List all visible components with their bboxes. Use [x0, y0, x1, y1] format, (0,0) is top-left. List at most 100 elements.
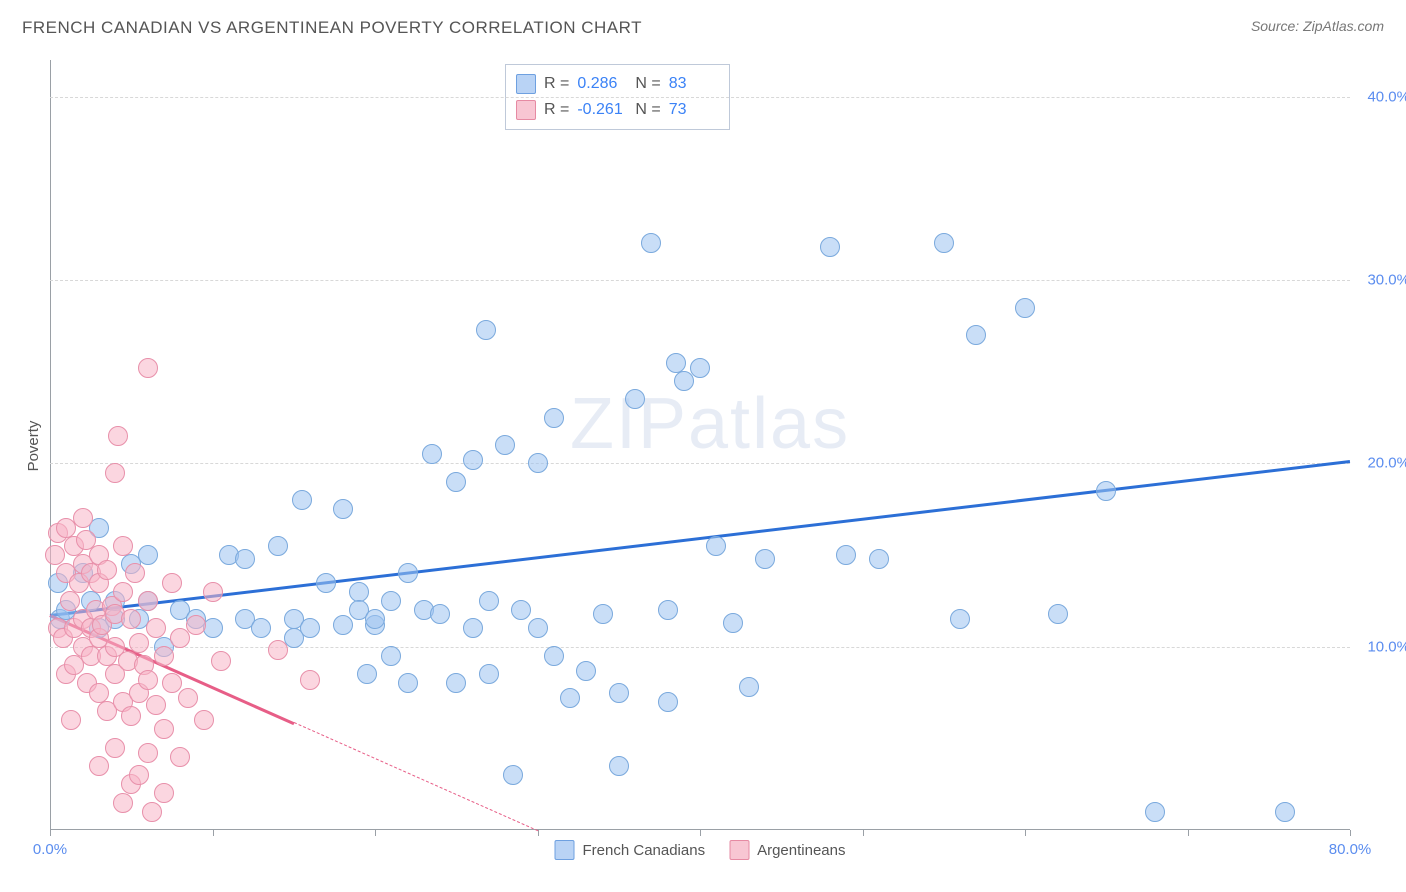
data-point	[658, 692, 678, 712]
data-point	[170, 747, 190, 767]
data-point	[97, 560, 117, 580]
data-point	[121, 706, 141, 726]
data-point	[1015, 298, 1035, 318]
data-point	[113, 582, 133, 602]
data-point	[1275, 802, 1295, 822]
data-point	[129, 765, 149, 785]
data-point	[61, 710, 81, 730]
x-tick	[700, 830, 701, 836]
data-point	[203, 582, 223, 602]
data-point	[105, 738, 125, 758]
y-tick-label: 40.0%	[1355, 88, 1406, 105]
data-point	[544, 408, 564, 428]
data-point	[268, 640, 288, 660]
n-value: 83	[669, 71, 719, 97]
data-point	[357, 664, 377, 684]
data-point	[121, 609, 141, 629]
data-point	[146, 618, 166, 638]
source-prefix: Source:	[1251, 18, 1303, 34]
data-point	[381, 646, 401, 666]
data-point	[934, 233, 954, 253]
data-point	[706, 536, 726, 556]
data-point	[105, 463, 125, 483]
data-point	[365, 609, 385, 629]
n-value: 73	[669, 97, 719, 123]
data-point	[125, 563, 145, 583]
data-point	[349, 582, 369, 602]
n-label: N =	[635, 71, 660, 97]
data-point	[138, 591, 158, 611]
chart-header: FRENCH CANADIAN VS ARGENTINEAN POVERTY C…	[22, 18, 1384, 48]
data-point	[723, 613, 743, 633]
data-point	[162, 673, 182, 693]
data-point	[609, 756, 629, 776]
legend-swatch	[729, 840, 749, 860]
scatter-plot: ZIPatlas R =0.286N =83R =-0.261N =73 Fre…	[50, 60, 1350, 830]
r-value: -0.261	[577, 97, 627, 123]
trend-line-extrapolated	[294, 722, 538, 831]
data-point	[398, 563, 418, 583]
data-point	[45, 545, 65, 565]
data-point	[142, 802, 162, 822]
data-point	[154, 646, 174, 666]
data-point	[154, 783, 174, 803]
data-point	[641, 233, 661, 253]
data-point	[479, 591, 499, 611]
data-point	[170, 628, 190, 648]
data-point	[446, 472, 466, 492]
data-point	[1096, 481, 1116, 501]
data-point	[463, 618, 483, 638]
r-label: R =	[544, 97, 569, 123]
data-point	[251, 618, 271, 638]
data-point	[593, 604, 613, 624]
data-point	[300, 670, 320, 690]
data-point	[138, 545, 158, 565]
legend-swatch	[516, 74, 536, 94]
grid-line	[50, 280, 1350, 281]
chart-source: Source: ZipAtlas.com	[1251, 18, 1384, 34]
grid-line	[50, 463, 1350, 464]
data-point	[113, 793, 133, 813]
n-label: N =	[635, 97, 660, 123]
y-axis-title: Poverty	[25, 421, 42, 472]
x-tick	[863, 830, 864, 836]
data-point	[674, 371, 694, 391]
y-tick-label: 20.0%	[1355, 455, 1406, 472]
data-point	[739, 677, 759, 697]
r-value: 0.286	[577, 71, 627, 97]
data-point	[194, 710, 214, 730]
r-label: R =	[544, 71, 569, 97]
chart-title: FRENCH CANADIAN VS ARGENTINEAN POVERTY C…	[22, 18, 642, 37]
data-point	[89, 756, 109, 776]
data-point	[333, 615, 353, 635]
data-point	[658, 600, 678, 620]
data-point	[820, 237, 840, 257]
data-point	[576, 661, 596, 681]
source-name: ZipAtlas.com	[1303, 18, 1384, 34]
data-point	[422, 444, 442, 464]
data-point	[528, 453, 548, 473]
data-point	[950, 609, 970, 629]
data-point	[528, 618, 548, 638]
data-point	[560, 688, 580, 708]
data-point	[60, 591, 80, 611]
data-point	[690, 358, 710, 378]
legend-item: Argentineans	[729, 840, 845, 860]
data-point	[138, 358, 158, 378]
watermark: ZIPatlas	[570, 383, 850, 465]
data-point	[398, 673, 418, 693]
data-point	[430, 604, 450, 624]
y-tick-label: 30.0%	[1355, 272, 1406, 289]
data-point	[129, 633, 149, 653]
grid-line	[50, 647, 1350, 648]
data-point	[755, 549, 775, 569]
data-point	[503, 765, 523, 785]
data-point	[609, 683, 629, 703]
data-point	[625, 389, 645, 409]
data-point	[146, 695, 166, 715]
data-point	[113, 536, 133, 556]
series-legend: French CanadiansArgentineans	[555, 840, 846, 860]
data-point	[511, 600, 531, 620]
data-point	[300, 618, 320, 638]
data-point	[1145, 802, 1165, 822]
